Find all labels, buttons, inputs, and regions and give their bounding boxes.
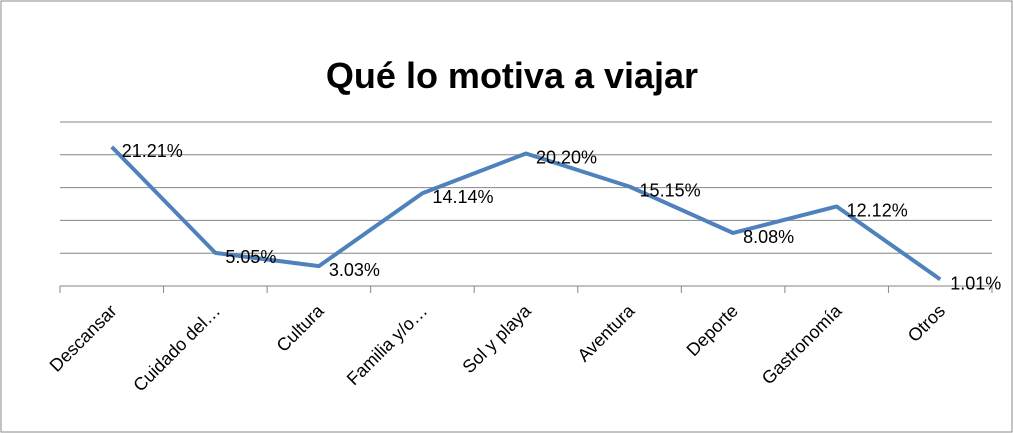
data-label: 5.05% <box>225 247 276 267</box>
data-label: 3.03% <box>329 260 380 280</box>
chart-title: Qué lo motiva a viajar <box>326 55 698 96</box>
data-label: 14.14% <box>432 187 493 207</box>
data-label: 1.01% <box>950 273 1001 293</box>
data-label: 8.08% <box>743 227 794 247</box>
data-label: 12.12% <box>847 200 908 220</box>
data-label: 20.20% <box>536 147 597 167</box>
data-label: 21.21% <box>122 141 183 161</box>
line <box>110 145 942 282</box>
data-label: 15.15% <box>640 181 701 201</box>
